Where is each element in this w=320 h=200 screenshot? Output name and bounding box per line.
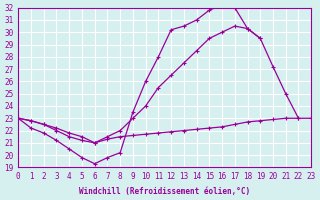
X-axis label: Windchill (Refroidissement éolien,°C): Windchill (Refroidissement éolien,°C)	[79, 187, 250, 196]
